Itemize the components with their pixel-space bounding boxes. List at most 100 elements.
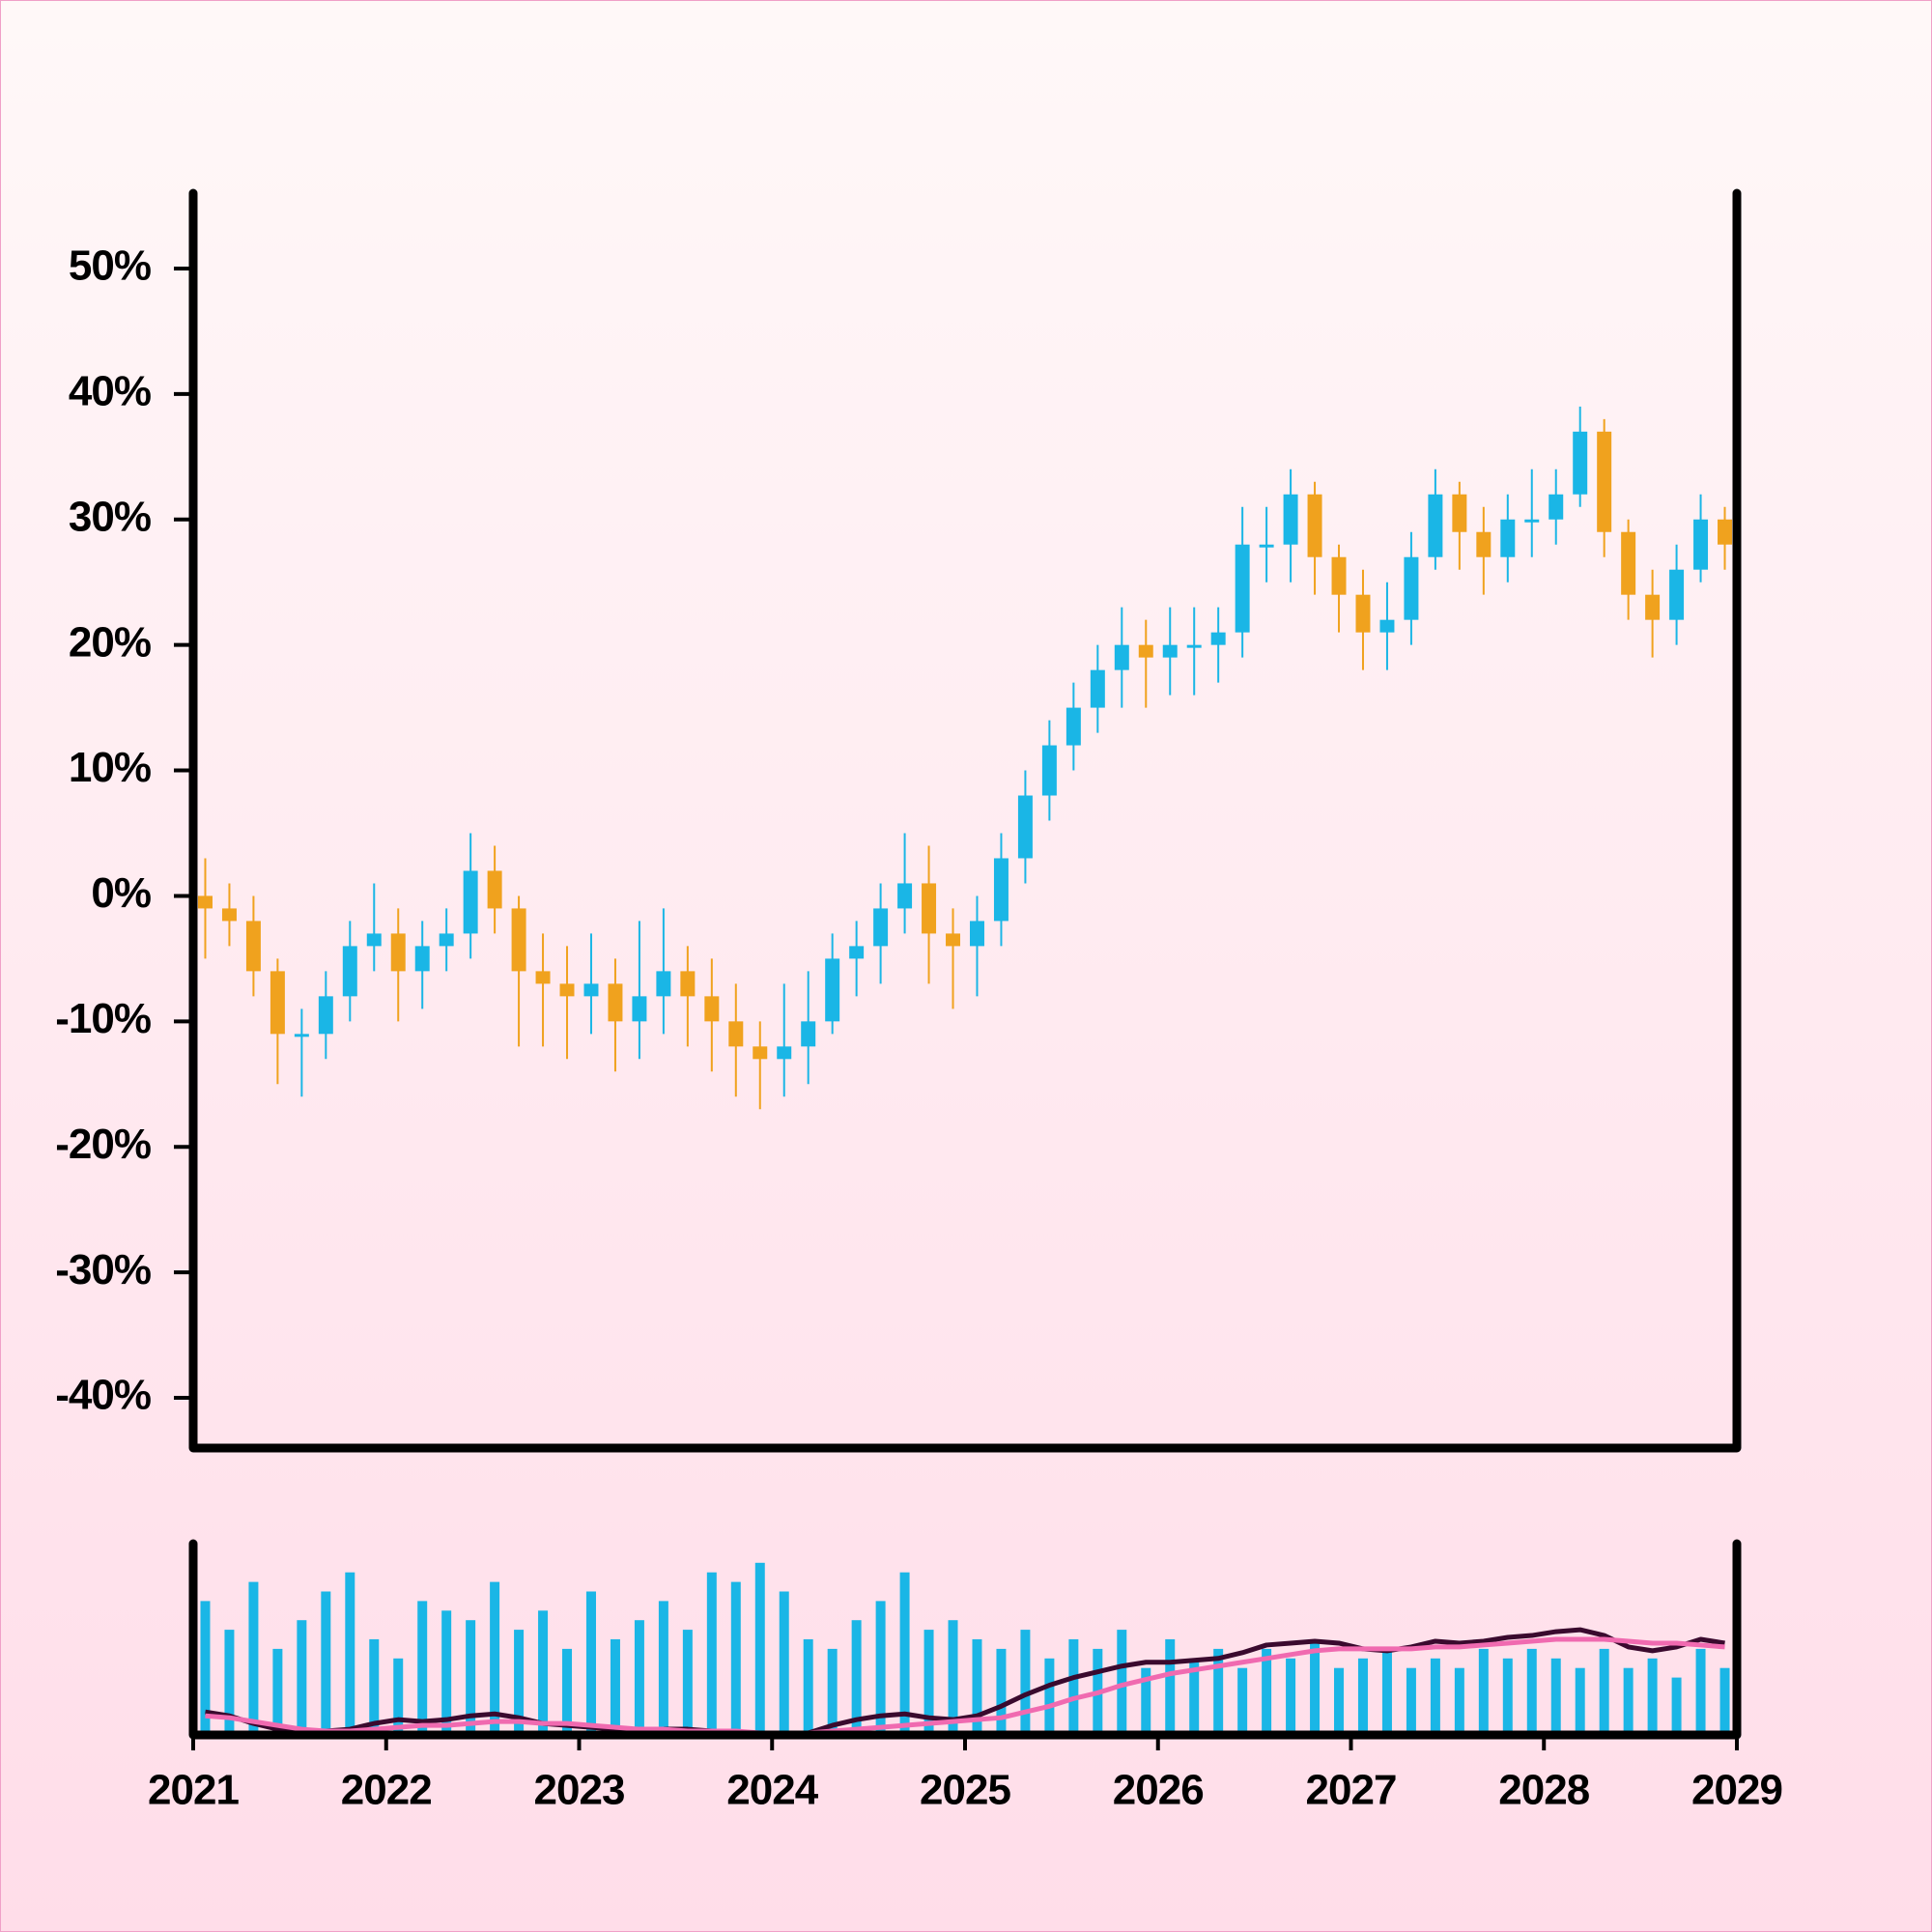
volume-bar [393, 1658, 404, 1735]
candle-body [1331, 556, 1347, 595]
candle-body [1548, 494, 1564, 520]
candle-body [463, 870, 478, 934]
candle-body [1621, 531, 1636, 595]
candle-body [294, 1034, 309, 1037]
candle-body [318, 996, 333, 1035]
axis-frame [188, 1539, 1742, 1740]
x-tick-label: 2021 [148, 1767, 239, 1814]
volume-bar [658, 1601, 668, 1735]
moving-average-line [205, 1627, 1725, 1738]
candle-body [535, 971, 551, 984]
x-tick-label: 2024 [726, 1767, 818, 1814]
y-tick-label: -40% [55, 1372, 151, 1419]
volume-bar [1695, 1648, 1706, 1735]
candle-body [946, 933, 961, 947]
candle-body [728, 1021, 744, 1047]
candle-body [753, 1046, 768, 1060]
volume-bar [1237, 1667, 1248, 1735]
y-tick-label: 0% [91, 869, 151, 917]
candle-body [801, 1021, 816, 1047]
volume-bar [1117, 1630, 1127, 1735]
y-tick-label: 10% [69, 744, 151, 791]
candle-body [969, 921, 984, 947]
volume-bar [1406, 1667, 1416, 1735]
y-tick-label: 20% [69, 618, 151, 666]
axis-frame [188, 188, 1742, 1453]
candle-body [608, 983, 623, 1022]
volume-bar [321, 1591, 331, 1735]
candle-body [656, 971, 671, 997]
candle-body [487, 870, 502, 909]
candle-body [1693, 519, 1709, 570]
candle-body [1283, 494, 1298, 545]
candle-body [1017, 795, 1033, 859]
candle-body [873, 908, 889, 947]
volume-bar [1068, 1639, 1079, 1735]
candle-body [1307, 494, 1322, 557]
volume-bar [200, 1601, 211, 1735]
volume-bar [585, 1591, 596, 1735]
x-tick-label: 2025 [920, 1767, 1010, 1814]
volume-bar [1286, 1658, 1296, 1735]
volume-bar [272, 1648, 283, 1735]
candle-body [704, 996, 720, 1022]
candle-body [1114, 644, 1129, 670]
candle-body [1597, 431, 1612, 532]
candle-body [559, 983, 575, 997]
volume-bar [345, 1572, 355, 1735]
volume-bar [1478, 1648, 1489, 1735]
volume-bar [297, 1620, 307, 1735]
candle-body [197, 895, 213, 909]
volume-bar [706, 1572, 717, 1735]
candle-body [1452, 494, 1467, 532]
volume-bar [1623, 1667, 1634, 1735]
candle-body [922, 883, 937, 934]
volume-bar [1044, 1658, 1055, 1735]
candle-body [270, 971, 285, 1035]
volume-bar [803, 1639, 813, 1735]
candle-body [1065, 707, 1081, 746]
volume-bar [1381, 1648, 1392, 1735]
volume-bar [851, 1620, 862, 1735]
y-tick-label: 40% [69, 367, 151, 414]
candle-body [1476, 531, 1492, 557]
candle-body [1645, 594, 1661, 620]
candle-body [1259, 544, 1274, 548]
candle-body [1428, 494, 1443, 557]
volume-bar [1671, 1677, 1682, 1735]
volume-bar [827, 1648, 838, 1735]
y-tick-label: 50% [69, 242, 151, 290]
volume-bar [754, 1562, 765, 1735]
candle-body [1355, 594, 1371, 633]
y-tick-label: -10% [55, 995, 151, 1042]
candle-body [849, 946, 865, 959]
volume-bar [1550, 1658, 1561, 1735]
volume-bar [538, 1610, 549, 1735]
volume-bar [1719, 1667, 1730, 1735]
volume-bar [224, 1630, 235, 1735]
volume-bar [682, 1630, 693, 1735]
candle-body [1524, 519, 1540, 523]
volume-bar [1526, 1648, 1537, 1735]
candle-body [1210, 632, 1226, 645]
candle-body [1235, 544, 1250, 633]
moving-average-line [205, 1636, 1725, 1736]
candle-body [680, 971, 696, 997]
volume-bar [875, 1601, 886, 1735]
volume-bar [948, 1620, 958, 1735]
volume-bar [514, 1630, 525, 1735]
volume-bar [923, 1630, 934, 1735]
volume-bar [1599, 1648, 1609, 1735]
volume-bar [1334, 1667, 1345, 1735]
x-tick-label: 2029 [1691, 1767, 1782, 1814]
candle-body [825, 958, 840, 1022]
volume-bar [1647, 1658, 1658, 1735]
volume-bar [417, 1601, 428, 1735]
volume-bar [1262, 1648, 1272, 1735]
x-tick-label: 2026 [1113, 1767, 1204, 1814]
candle-body [1138, 644, 1153, 658]
y-tick-label: 30% [69, 493, 151, 540]
volume-bar [1310, 1639, 1321, 1735]
